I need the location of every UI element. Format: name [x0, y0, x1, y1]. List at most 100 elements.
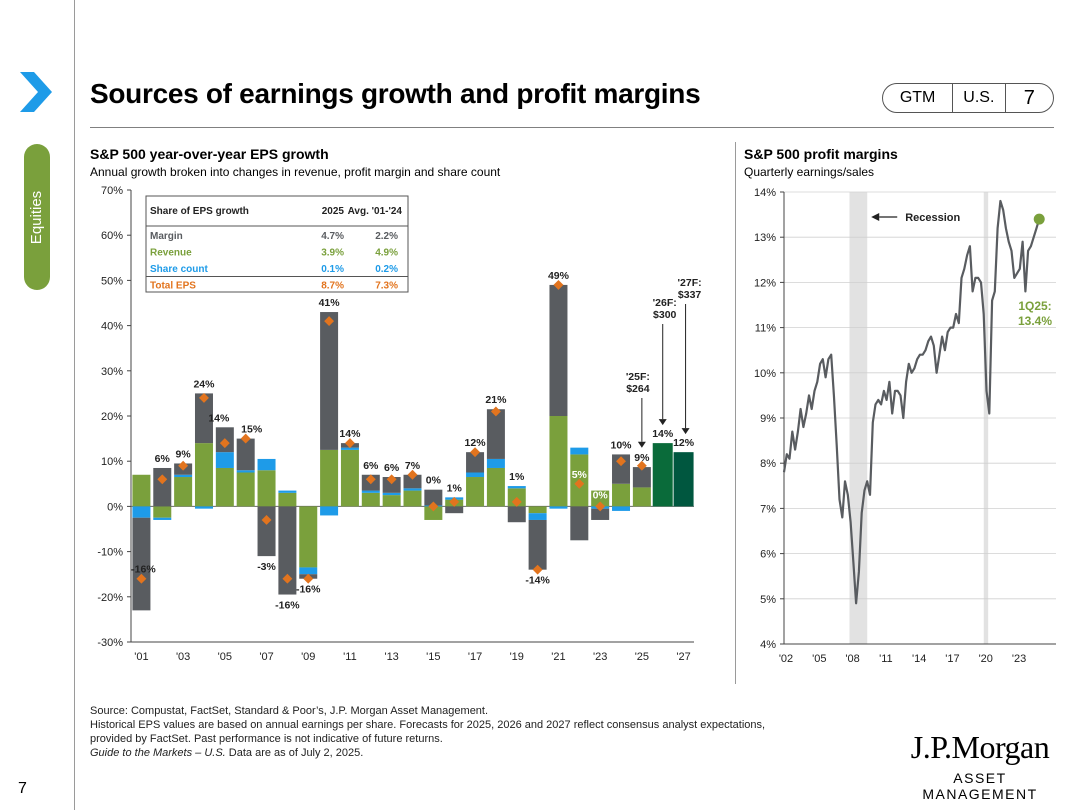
eps-forecast-total-marker: [636, 460, 647, 471]
eps-bar-revenue: [320, 449, 339, 507]
eps-bar-margin: [403, 474, 422, 489]
eps-bar-margin: [320, 312, 339, 450]
legend-row-2025: 8.7%: [321, 281, 344, 292]
margins-end-label-value: 13.4%: [1018, 314, 1052, 328]
eps-bar-margin: [507, 506, 526, 523]
eps-y-tick-label: 10%: [101, 456, 123, 468]
methodology-note: Historical EPS values are based on annua…: [90, 719, 766, 731]
guide-title: Guide to the Markets – U.S.: [90, 747, 226, 759]
eps-data-label: 49%: [548, 270, 570, 282]
eps-forecast-arrow-head: [658, 419, 667, 426]
eps-bar-revenue: [299, 506, 318, 568]
eps-bar-margin: [570, 506, 589, 541]
legend-table-header: 2025: [322, 206, 345, 217]
page-number: 7: [18, 780, 27, 797]
eps-bar-revenue: [403, 490, 422, 507]
legend-row-avg: 7.3%: [375, 281, 398, 292]
legend-row-name: Share count: [150, 264, 208, 275]
margins-chart-subtitle: Quarterly earnings/sales: [744, 165, 875, 179]
eps-x-tick-label: '13: [384, 651, 398, 663]
eps-total-marker: [199, 392, 209, 403]
margins-chart-title: S&P 500 profit margins: [744, 146, 898, 162]
eps-x-tick-label: '09: [301, 651, 315, 663]
margins-x-tick-label: '23: [1012, 653, 1026, 665]
eps-bar-margin: [424, 489, 443, 506]
eps-bar-share-count: [174, 474, 193, 478]
margins-y-tick-label: 13%: [754, 232, 776, 244]
eps-x-tick-label: '03: [176, 651, 190, 663]
eps-total-marker: [532, 564, 543, 575]
eps-y-tick-label: -20%: [97, 592, 123, 604]
eps-data-label: 6%: [384, 462, 400, 474]
section-tab[interactable]: [24, 144, 50, 290]
eps-bar-revenue: [528, 506, 547, 514]
eps-data-label: 7%: [405, 460, 421, 472]
eps-y-tick-label: -30%: [97, 637, 123, 649]
margins-y-tick-label: 7%: [760, 503, 776, 515]
eps-total-marker: [428, 501, 439, 512]
margins-y-tick-label: 11%: [755, 323, 776, 335]
margins-x-tick-label: '11: [879, 653, 893, 665]
eps-bar-share-count: [570, 447, 589, 455]
eps-y-tick-label: 0%: [107, 501, 123, 513]
eps-bar-share-count: [320, 506, 339, 516]
left-margin-rule: [74, 0, 75, 810]
eps-data-label: 10%: [611, 439, 633, 451]
eps-bar-share-count: [549, 506, 568, 509]
eps-bar-revenue: [153, 506, 172, 518]
eps-total-marker: [574, 478, 585, 489]
eps-bar-margin: [612, 454, 631, 484]
margins-y-tick-label: 6%: [760, 549, 776, 561]
eps-bar-margin: [549, 284, 568, 416]
eps-bar-share-count: [236, 470, 255, 473]
eps-forecast-bar-margin: [632, 467, 651, 488]
margins-line: [782, 199, 1041, 605]
eps-data-label: 0%: [593, 489, 609, 501]
eps-bar-share-count: [257, 458, 276, 471]
legend-row-2025: 4.7%: [321, 231, 344, 242]
eps-bar-margin: [278, 506, 297, 595]
legend-row-2025: 3.9%: [321, 248, 344, 259]
eps-bar-share-count: [194, 506, 213, 509]
eps-bar-revenue: [486, 467, 505, 507]
eps-chart-subtitle: Annual growth broken into changes in rev…: [90, 165, 501, 179]
eps-forecast-data-label: 14%: [652, 428, 674, 440]
margins-x-tick-label: '14: [912, 653, 926, 665]
eps-data-label: 24%: [193, 378, 215, 390]
margins-x-tick-label: '20: [979, 653, 993, 665]
eps-total-marker: [303, 573, 314, 584]
eps-data-label: 6%: [155, 453, 171, 465]
eps-bar-share-count: [340, 447, 359, 450]
eps-bar-revenue: [466, 477, 485, 507]
eps-x-tick-label: '07: [259, 651, 273, 663]
eps-bar-share-count: [215, 452, 234, 468]
eps-bar-share-count: [528, 513, 547, 520]
eps-bar-margin: [153, 467, 172, 507]
eps-y-tick-label: -10%: [97, 547, 123, 559]
eps-total-marker: [386, 474, 397, 485]
eps-bar-revenue: [382, 495, 401, 507]
margins-y-tick-label: 8%: [760, 458, 776, 470]
margins-x-tick-label: '08: [845, 653, 859, 665]
margins-y-tick-label: 5%: [760, 594, 776, 606]
eps-bar-revenue: [174, 477, 193, 507]
legend-row-avg: 4.9%: [375, 248, 398, 259]
margins-y-tick-label: 4%: [760, 639, 776, 651]
recession-label: Recession: [905, 212, 960, 224]
legend-row-avg: 2.2%: [375, 231, 398, 242]
margins-end-label-period: 1Q25:: [1018, 299, 1051, 313]
eps-forecast-annotation-year: '26F:: [653, 297, 677, 309]
logo-wordmark: J.P.Morgan: [910, 729, 1050, 765]
chevron-right-icon: [20, 72, 52, 112]
eps-y-tick-label: 50%: [101, 275, 123, 287]
eps-bar-margin: [466, 452, 485, 473]
margins-x-tick-label: '17: [945, 653, 959, 665]
eps-x-tick-label: '27: [676, 651, 690, 663]
eps-forecast-annotation-year: '25F:: [626, 371, 650, 383]
section-tab-label: Equities: [28, 190, 46, 244]
eps-bar-share-count: [153, 517, 172, 520]
eps-data-label: 0%: [426, 475, 442, 487]
profit-margins-chart: 14% 13% 12% 11% 10% 9% 8% 7% 6% 5% 4%'02 '05 '08 '11 '…: [754, 187, 1056, 665]
eps-bar-margin: [528, 519, 547, 570]
title-divider: [90, 127, 1054, 128]
